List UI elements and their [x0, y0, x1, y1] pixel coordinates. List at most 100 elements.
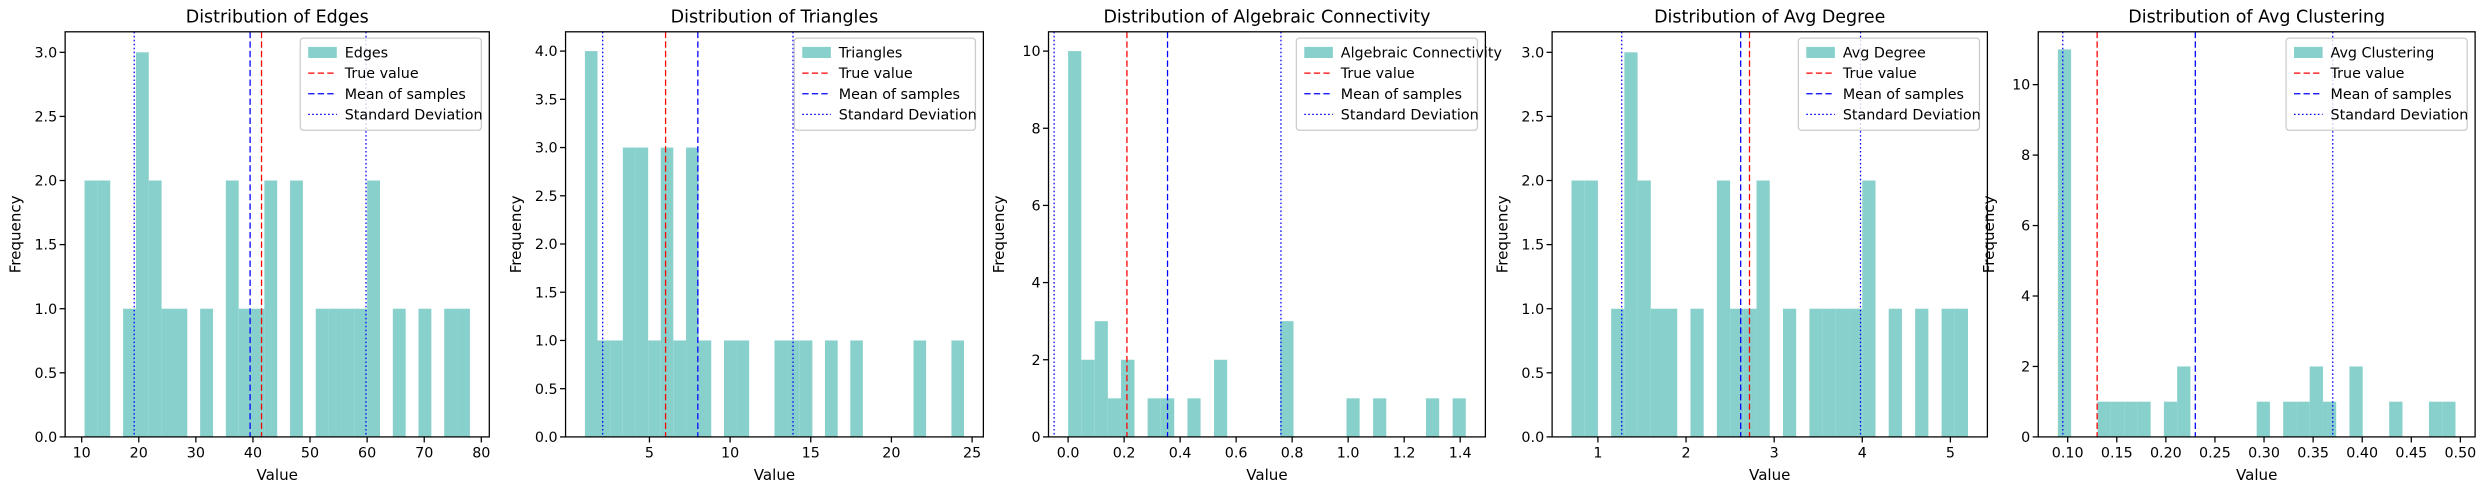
- histogram-bar: [367, 180, 380, 437]
- axes-frame: [564, 31, 985, 438]
- x-tick-label: 40: [244, 446, 262, 462]
- y-tick-label: 10: [1022, 44, 1040, 60]
- x-axis-label: Value: [257, 466, 298, 484]
- chart-title: Distribution of Avg Clustering: [2128, 7, 2385, 27]
- y-tick-label: 2.0: [1521, 174, 1544, 190]
- y-tick-label: 4.0: [535, 44, 558, 60]
- x-tick-label: 60: [358, 446, 376, 462]
- histogram-bar: [2296, 401, 2310, 437]
- legend-label: Edges: [345, 46, 388, 62]
- histogram-bar: [1280, 321, 1294, 437]
- x-tick-label: 20: [130, 446, 148, 462]
- y-tick-label: 8: [1031, 121, 1040, 137]
- histogram-bar: [315, 308, 329, 437]
- y-tick-label: 0: [2021, 430, 2030, 446]
- legend: Edges True value Mean of samples Standard D…: [299, 37, 483, 131]
- legend-label: Triangles: [838, 46, 903, 62]
- histogram-bar: [2309, 366, 2323, 437]
- legend-label: Standard Deviation: [1843, 107, 1981, 123]
- y-tick-label: 2.0: [535, 237, 558, 253]
- subplot: 5 10 15 20 25 0.0 0.5 1.0 1.5 2.0 2.5 3.0 3.5 4.0 Dist…: [507, 7, 985, 484]
- legend-label: Mean of samples: [2331, 87, 2452, 103]
- histogram-bar: [622, 147, 636, 437]
- histogram-bar: [2442, 401, 2456, 437]
- legend-label: Avg Clustering: [2331, 46, 2435, 62]
- legend: Avg Degree True value Mean of samples Stand…: [1797, 37, 1981, 131]
- legend-box: [793, 37, 977, 131]
- histogram-bar: [723, 340, 737, 437]
- legend-label: Mean of samples: [1341, 87, 1462, 103]
- histogram-bar: [97, 180, 111, 437]
- x-tick-label: 0.0: [1057, 446, 1080, 462]
- histogram-bar: [698, 340, 712, 437]
- histogram-bar: [951, 340, 965, 437]
- y-tick-label: 2: [2021, 360, 2030, 376]
- y-tick-label: 4: [2021, 289, 2030, 305]
- histogram-bar: [1107, 398, 1122, 437]
- histogram-bar: [2124, 401, 2138, 437]
- x-tick-label: 0.45: [2395, 446, 2427, 462]
- y-tick-label: 1.0: [34, 302, 57, 318]
- histogram-bar: [1650, 308, 1665, 437]
- y-tick-label: 8: [2021, 148, 2030, 164]
- x-tick-label: 0.20: [2150, 446, 2182, 462]
- legend: Avg Clustering True value Mean of samples S…: [2285, 37, 2468, 131]
- histogram-bar: [597, 340, 611, 437]
- histogram-bar: [1849, 308, 1863, 437]
- histogram-bar: [1782, 308, 1797, 437]
- histogram-bar: [148, 180, 162, 437]
- y-tick-label: 6: [2021, 219, 2030, 235]
- y-tick-label: 0.5: [34, 366, 57, 382]
- axes-frame: [1047, 31, 1487, 438]
- histogram-bar: [1611, 308, 1625, 437]
- x-tick-label: 10: [721, 446, 739, 462]
- y-tick-label: 0.0: [1521, 430, 1544, 446]
- legend-label: True value: [1340, 66, 1415, 82]
- x-tick-label: 0.35: [2297, 446, 2329, 462]
- histogram-bar: [251, 308, 265, 437]
- y-tick-label: 1.0: [535, 334, 558, 350]
- histogram-bar: [1147, 398, 1161, 437]
- histogram-bar: [1373, 398, 1387, 437]
- chart-title: Distribution of Avg Degree: [1654, 7, 1885, 27]
- histogram-bar: [824, 340, 838, 437]
- histogram-bar: [84, 180, 98, 437]
- y-tick-label: 3.0: [535, 141, 558, 157]
- histogram-bar: [1822, 308, 1836, 437]
- histogram-bar: [787, 340, 800, 437]
- histogram-bar: [1081, 359, 1095, 437]
- x-tick-label: 20: [882, 446, 900, 462]
- histogram-bar: [2322, 401, 2337, 437]
- legend-label: Standard Deviation: [1341, 107, 1479, 123]
- histogram-bar: [1624, 52, 1638, 437]
- histogram-bar: [2428, 401, 2443, 437]
- legend-box: [1295, 37, 1479, 131]
- x-tick-label: 0.4: [1169, 446, 1192, 462]
- y-tick-label: 0.5: [535, 382, 558, 398]
- histogram-bar: [1121, 359, 1135, 437]
- x-axis-label: Value: [2236, 466, 2277, 484]
- histogram-bar: [418, 308, 432, 437]
- y-axis-label: Frequency: [507, 195, 525, 273]
- histogram-bar: [610, 340, 623, 437]
- x-tick-label: 80: [472, 446, 490, 462]
- x-tick-label: 0.6: [1225, 446, 1248, 462]
- legend-swatch: [1304, 46, 1333, 59]
- legend-label: True value: [838, 66, 913, 82]
- histogram-bar: [2256, 401, 2270, 437]
- x-tick-label: 0.15: [2101, 446, 2133, 462]
- legend-label: Mean of samples: [345, 87, 466, 103]
- y-tick-label: 2.5: [1521, 109, 1544, 125]
- y-tick-label: 3.0: [1521, 45, 1544, 61]
- histogram-bar: [660, 147, 674, 437]
- x-axis-label: Value: [1246, 466, 1287, 484]
- histogram-bar: [799, 340, 813, 437]
- x-tick-label: 0.10: [2052, 446, 2084, 462]
- y-tick-label: 6: [1031, 199, 1040, 215]
- subplot: 0.10 0.15 0.20 0.25 0.30 0.35 0.40 0.45 0.50 0 2 4 6…: [1980, 7, 2477, 484]
- y-tick-label: 2.5: [535, 189, 558, 205]
- y-axis-label: Frequency: [1494, 195, 1512, 273]
- x-tick-label: 0.25: [2199, 446, 2231, 462]
